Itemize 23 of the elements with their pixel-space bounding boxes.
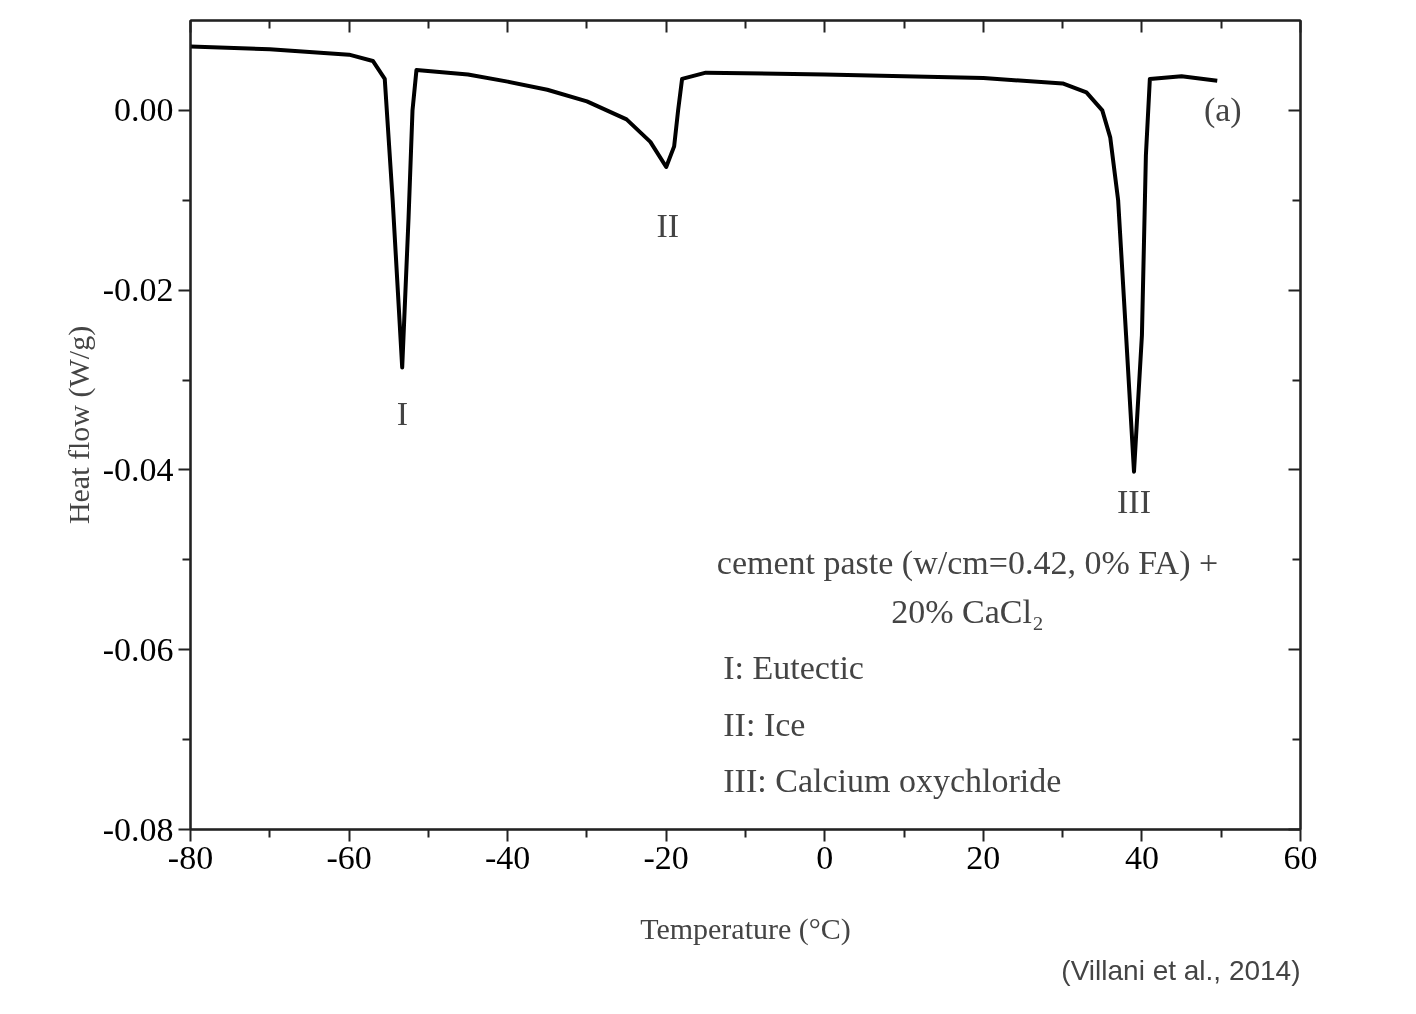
y-tick-label: -0.04	[102, 450, 174, 488]
annotation: II	[656, 206, 680, 244]
text: (Villani et al., 2014)	[1061, 954, 1301, 986]
x-tick-label: 60	[1283, 838, 1318, 876]
x-tick-label: -20	[643, 838, 689, 876]
annotation: I: Eutectic	[723, 649, 864, 687]
y-tick-label: -0.06	[102, 630, 174, 668]
x-axis-title: Temperature (°C)	[640, 911, 851, 946]
y-tick-label: -0.02	[102, 271, 174, 309]
x-tick-label: 40	[1124, 838, 1159, 876]
x-tick-label: 20	[966, 838, 1001, 876]
annotation: II: Ice	[723, 705, 806, 743]
annotation: 20% CaCl₂	[891, 592, 1044, 630]
annotation: III	[1117, 483, 1151, 521]
annotation: I	[396, 395, 409, 433]
y-tick-label: 0.00	[114, 91, 174, 129]
annotation: cement paste (w/cm=0.42, 0% FA) +	[716, 544, 1219, 583]
y-axis-title: Heat flow (W/g)	[61, 325, 96, 525]
x-tick-label: 0	[816, 838, 834, 876]
x-tick-label: -40	[484, 838, 531, 876]
annotation: III: Calcium oxychloride	[723, 762, 1062, 800]
annotation: (a)	[1203, 90, 1242, 129]
x-tick-label: -60	[326, 838, 372, 876]
